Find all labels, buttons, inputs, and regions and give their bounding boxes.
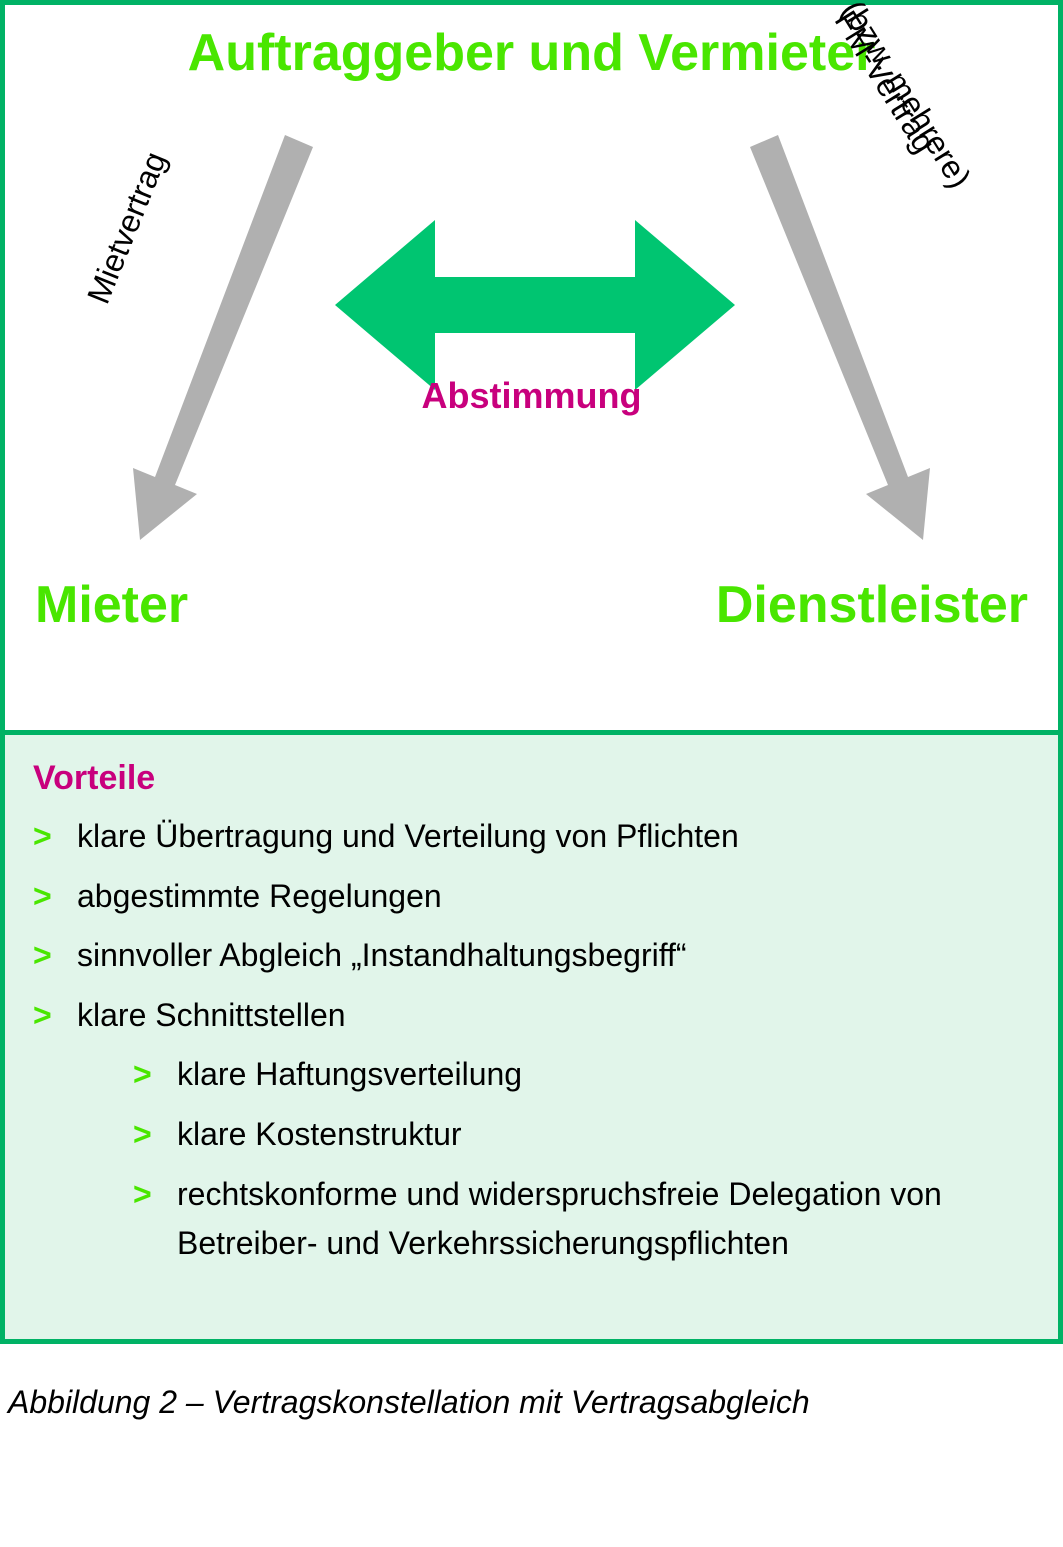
advantages-list: klare Übertragung und Verteilung von Pfl… xyxy=(33,812,1030,1269)
advantages-sublist: klare Haftungsverteilung klare Kostenstr… xyxy=(77,1050,1030,1268)
list-item: klare Übertragung und Verteilung von Pfl… xyxy=(33,812,1030,862)
right-arrow xyxy=(750,135,930,540)
list-item: abgestimmte Regelungen xyxy=(33,872,1030,922)
list-item: klare Kostenstruktur xyxy=(121,1110,1030,1160)
center-double-arrow xyxy=(335,220,735,390)
list-item: klare Haftungsverteilung xyxy=(121,1050,1030,1100)
list-item-label: klare Schnittstellen xyxy=(77,997,346,1033)
diagram-area: Auftraggeber und Vermieter Abstimmung Mi… xyxy=(5,5,1058,730)
right-node: Dienstleister xyxy=(716,575,1028,635)
center-label: Abstimmung xyxy=(5,375,1058,417)
list-item: klare Schnittstellen klare Haftungsverte… xyxy=(33,991,1030,1269)
left-node: Mieter xyxy=(35,575,188,635)
advantages-title: Vorteile xyxy=(33,759,1030,798)
list-item: sinnvoller Abgleich „Instandhaltungsbegr… xyxy=(33,931,1030,981)
figure-frame: Auftraggeber und Vermieter Abstimmung Mi… xyxy=(0,0,1063,1344)
list-item: rechtskonforme und widerspruchsfreie Del… xyxy=(121,1170,1030,1269)
advantages-panel: Vorteile klare Übertragung und Verteilun… xyxy=(5,730,1058,1339)
figure-caption: Abbildung 2 – Vertragskonstellation mit … xyxy=(8,1384,1063,1421)
